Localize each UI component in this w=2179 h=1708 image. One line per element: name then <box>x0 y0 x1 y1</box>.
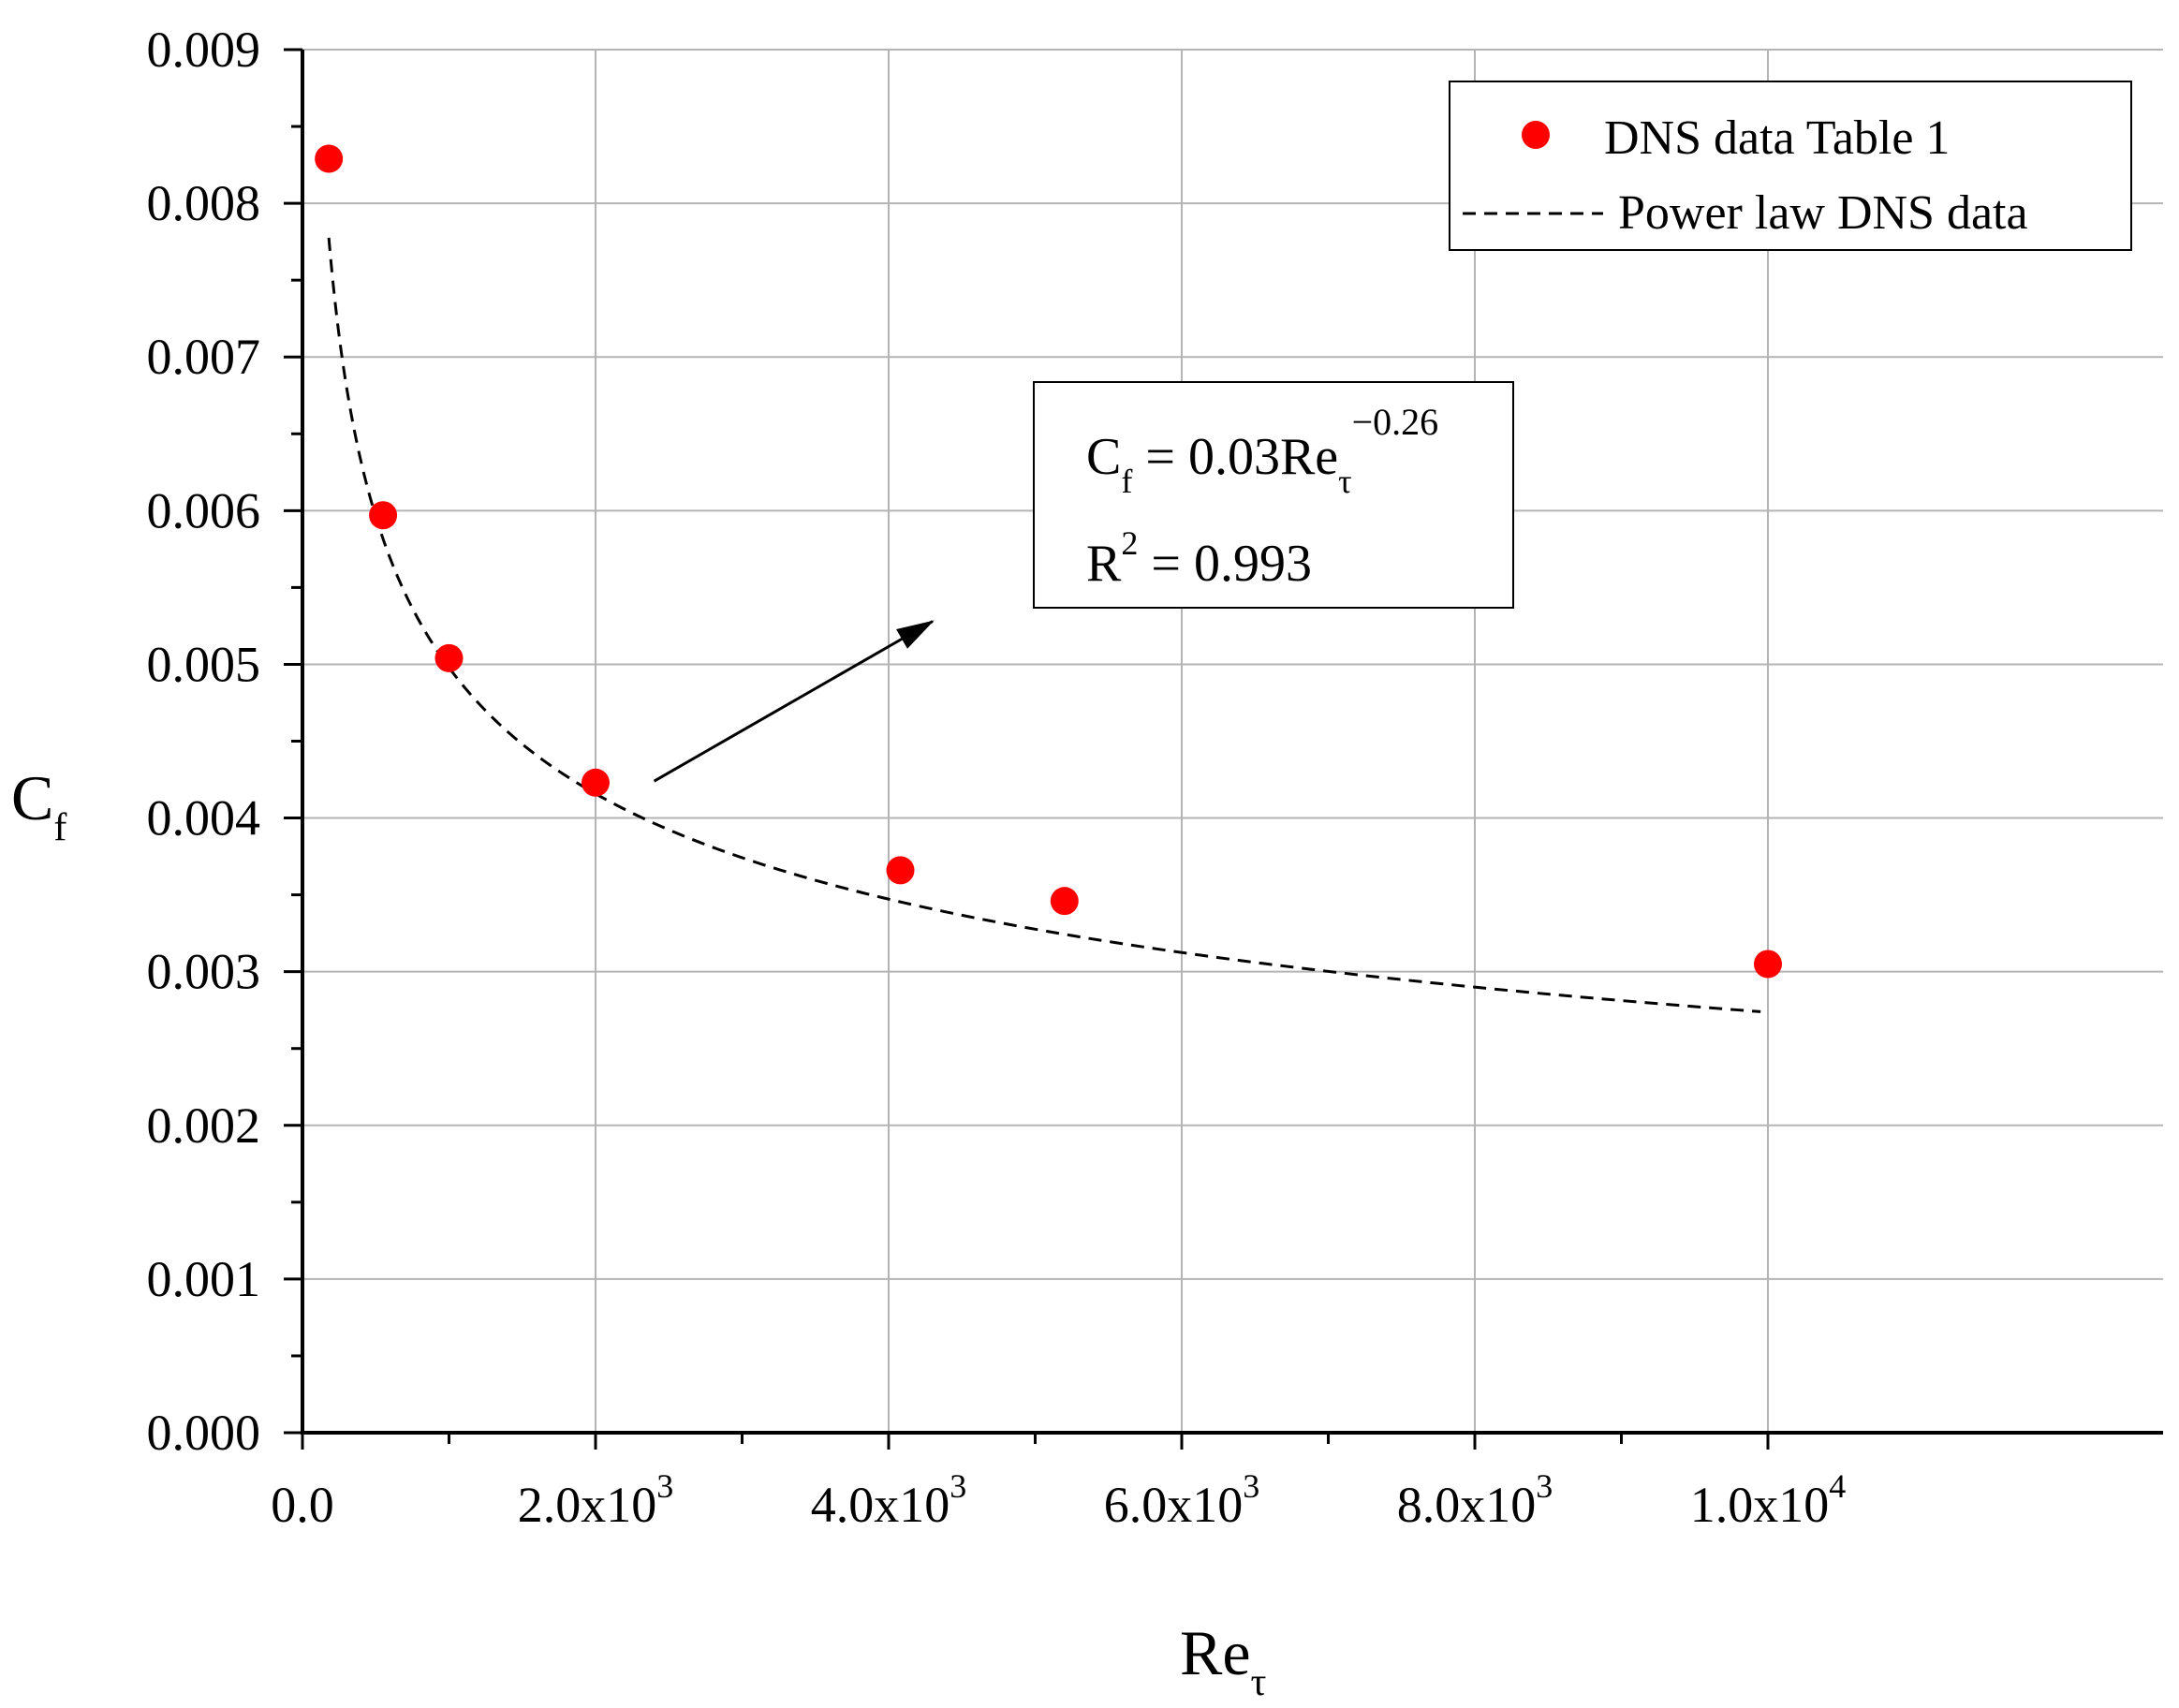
r2-value: = 0.993 <box>1138 535 1312 593</box>
x-tick-label: 2.0x103 <box>518 1467 674 1533</box>
y-tick-labels: 0.000 0.001 0.002 0.003 0.004 0.005 0.006 0.007… <box>147 22 261 1461</box>
legend-label-power-law: Power law DNS data <box>1618 186 2028 240</box>
dns-data-points <box>315 144 1782 979</box>
x-tick-label: 0.0 <box>271 1477 334 1533</box>
equation-lhs: C <box>1086 428 1121 486</box>
data-point <box>434 643 464 672</box>
legend-label-dns-data: DNS data Table 1 <box>1604 111 1950 165</box>
y-tick-label: 0.005 <box>147 636 261 692</box>
y-axis-label: Cf <box>11 762 66 849</box>
y-tick-label: 0.003 <box>147 944 261 1000</box>
data-point <box>1050 887 1079 916</box>
y-tick-label: 0.001 <box>147 1251 261 1307</box>
equation-lhs-subscript: f <box>1121 463 1132 500</box>
legend-marker-dns-data <box>1522 121 1550 149</box>
x-tick-label: 8.0x103 <box>1397 1467 1553 1533</box>
y-tick-label: 0.000 <box>147 1405 261 1461</box>
y-tick-label: 0.007 <box>147 329 261 385</box>
x-tick-labels: 0.0 2.0x103 4.0x103 6.0x103 8.0x103 1.0x104 <box>271 1467 1846 1533</box>
y-tick-label: 0.006 <box>147 482 261 538</box>
annotation-box: Cf = 0.03Reτ−0.26 R2 = 0.993 <box>1033 381 1514 609</box>
equation-exponent: −0.26 <box>1352 401 1439 443</box>
svg-text:Cf = 0.03Reτ−0.26: Cf = 0.03Reτ−0.26 <box>1086 401 1438 500</box>
y-tick-label: 0.008 <box>147 175 261 231</box>
y-tick-label: 0.009 <box>147 22 261 78</box>
data-point <box>886 856 915 885</box>
r2-superscript: 2 <box>1121 524 1138 562</box>
legend: DNS data Table 1 Power law DNS data <box>1449 81 2132 251</box>
data-point <box>1754 950 1782 979</box>
y-tick-label: 0.002 <box>147 1097 261 1154</box>
legend-box <box>1449 81 2132 251</box>
x-axis-label: Reτ <box>1180 1617 1266 1704</box>
data-point <box>582 768 610 797</box>
data-point <box>315 144 344 173</box>
x-tick-label: 1.0x104 <box>1690 1467 1847 1533</box>
equation-rhs-subscript: τ <box>1338 463 1351 500</box>
y-tick-label: 0.004 <box>147 790 261 847</box>
data-point <box>369 501 398 530</box>
major-ticks <box>284 48 1770 1450</box>
annotation-arrow <box>653 620 935 783</box>
power-law-fit-line <box>327 237 1761 1013</box>
r2-lhs: R <box>1086 535 1122 593</box>
x-tick-label: 6.0x103 <box>1104 1467 1260 1533</box>
x-tick-label: 4.0x103 <box>811 1467 967 1533</box>
equation-rhs: = 0.03Re <box>1132 428 1338 486</box>
svg-text:R2 = 0.993: R2 = 0.993 <box>1086 524 1312 593</box>
